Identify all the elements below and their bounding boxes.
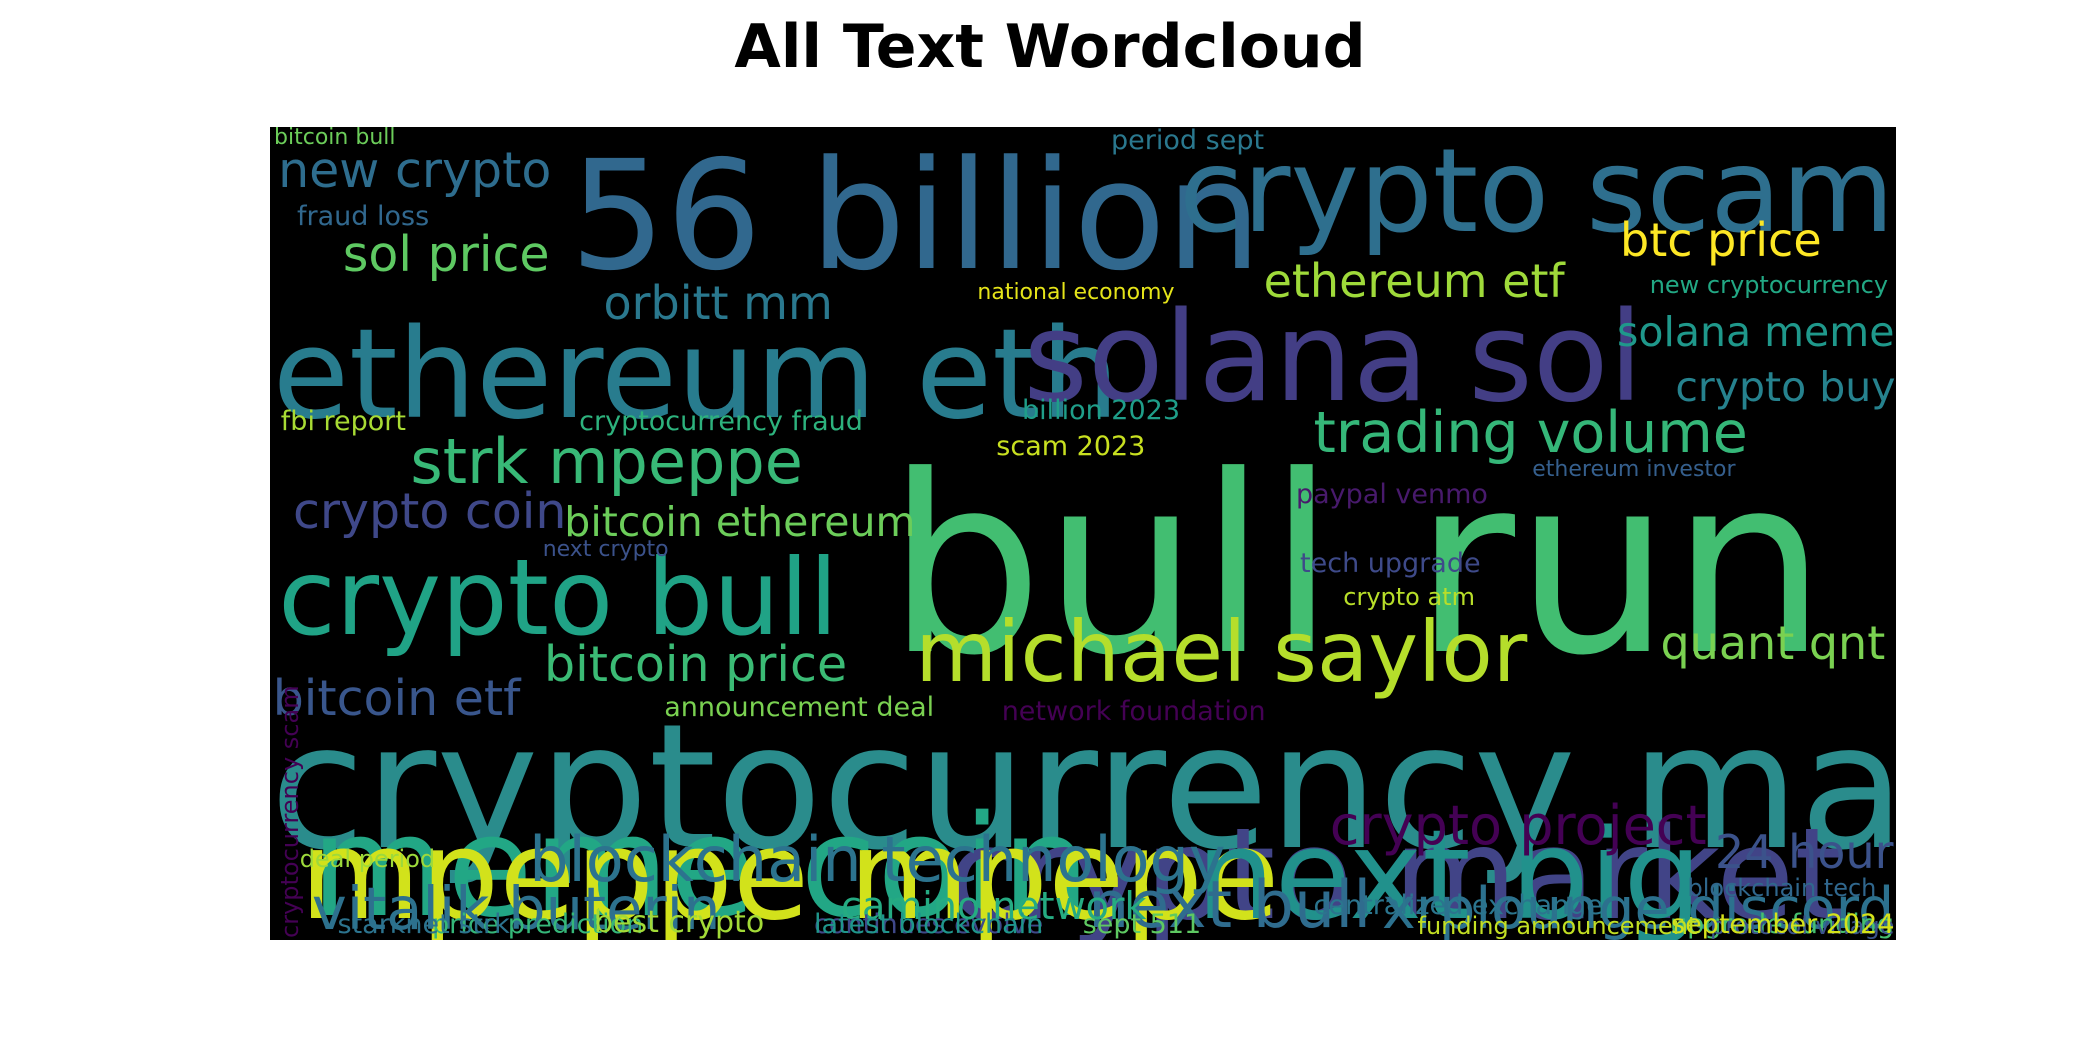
- wordcloud-word: announcement deal: [664, 692, 935, 723]
- wordcloud-word: crypto project: [1329, 794, 1707, 858]
- wordcloud-word: bitcoin bull: [274, 127, 396, 150]
- wordcloud-word: upgrade funding: [1670, 909, 1894, 940]
- wordcloud-word: best crypto: [594, 905, 765, 940]
- wordcloud-word: sept 511: [1082, 909, 1202, 940]
- wordcloud-word: vitalik buterin: [311, 874, 721, 940]
- wordcloud-word: fbi report: [280, 405, 406, 437]
- wordcloud-word: blockchain tech: [1687, 874, 1877, 903]
- wordcloud-word: next bull: [1088, 868, 1372, 940]
- wordcloud-word: latest blockchain: [814, 909, 1044, 940]
- wordcloud-word: continues evolve: [814, 909, 1044, 940]
- wordcloud-word: 56 billion: [569, 127, 1262, 304]
- wordcloud-word: bitcoin price: [544, 636, 848, 693]
- wordcloud-word: meme coin: [310, 786, 1091, 940]
- wordcloud-word: btc price: [1620, 213, 1822, 268]
- wordcloud-word: fraud loss: [297, 200, 430, 232]
- wordcloud-word: solana meme: [1617, 307, 1895, 356]
- wordcloud-word: 24 hour: [1715, 825, 1894, 879]
- wordcloud-word: bitcoin etf: [272, 669, 521, 727]
- wordcloud-word: ethereum investor: [1532, 457, 1736, 483]
- wordcloud-word: xrplounge discord: [1382, 876, 1895, 940]
- wordcloud-word: new cryptocurrency: [1649, 270, 1889, 299]
- wordcloud-word: deal period: [299, 844, 436, 873]
- wordcloud-word: ethereum etf: [1263, 253, 1565, 308]
- wordcloud-word: cryptocurrency scam: [276, 685, 305, 938]
- wordcloud-word: protocol village: [1710, 912, 1895, 940]
- wordcloud-word: cryptocurrency market: [270, 685, 1896, 888]
- wordcloud-word: orbitt mm: [603, 275, 833, 330]
- wordcloud-word: sol price: [342, 225, 550, 283]
- wordcloud-word: cryptocurrency fraud: [579, 405, 863, 437]
- wordcloud-word: next big: [1196, 804, 1703, 940]
- wordcloud-word: national economy: [977, 280, 1175, 306]
- wordcloud-word: quant qnt: [1660, 615, 1886, 670]
- wordcloud-word: crypto market: [947, 800, 1845, 940]
- wordcloud-word: centralized exchange: [1313, 890, 1603, 922]
- wordcloud-word: september 2024: [1671, 909, 1895, 940]
- wordcloud-word: paypal venmo: [1296, 478, 1488, 510]
- wordcloud-word: funding announcement: [1417, 912, 1698, 940]
- wordcloud-word: network foundation: [1001, 696, 1266, 728]
- wordcloud-word: crypto scam: [1179, 127, 1895, 259]
- wordcloud-word: camino network: [841, 884, 1147, 929]
- wordcloud-word: next crypto: [542, 536, 669, 562]
- wordcloud-word: bitcoin ethereum: [564, 498, 916, 547]
- chart-title: All Text Wordcloud: [734, 12, 1366, 82]
- wordcloud-word: billion 2023: [1021, 395, 1181, 426]
- wordcloud-word: solana sol: [1023, 285, 1644, 430]
- wordcloud-word: bull run: [886, 424, 1827, 711]
- wordcloud-word: period sept: [1111, 127, 1265, 156]
- wordcloud-word: crypto bull: [278, 536, 839, 659]
- wordcloud-word: crypto atm: [1343, 582, 1475, 611]
- wordcloud-word: michael saylor: [915, 603, 1528, 702]
- wordcloud-word: trading volume: [1313, 400, 1748, 467]
- wordcloud-word: ethereum eth: [272, 303, 1120, 448]
- wordcloud-word: mpeppe mpepe: [299, 804, 1280, 940]
- wordcloud-word: price prediction: [432, 909, 644, 940]
- wordcloud-word: blockchain technology: [529, 823, 1226, 896]
- wordcloud-word: crypto coin: [292, 483, 567, 541]
- wordcloud-word: strk mpeppe: [410, 424, 803, 498]
- wordcloud-word: new crypto: [278, 141, 552, 199]
- wordcloud-word: starknet strk: [337, 909, 510, 940]
- wordcloud-word: tech upgrade: [1300, 547, 1481, 579]
- wordcloud-word: scam 2023: [996, 431, 1146, 463]
- wordcloud-word: crypto buy: [1675, 363, 1896, 412]
